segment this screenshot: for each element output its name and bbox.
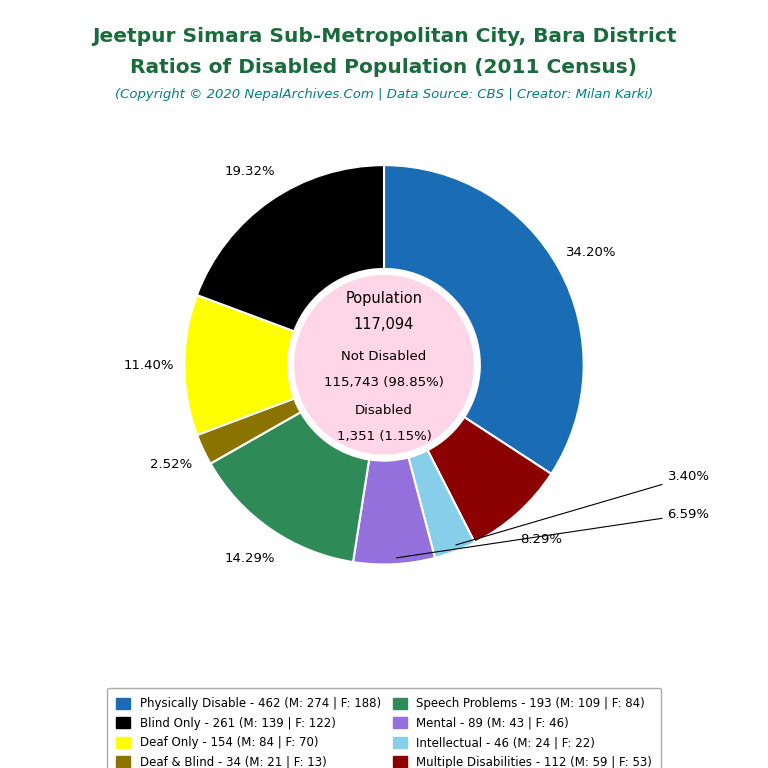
- Text: 11.40%: 11.40%: [123, 359, 174, 372]
- Text: Disabled: Disabled: [355, 404, 413, 417]
- Wedge shape: [384, 165, 584, 474]
- Text: Population: Population: [346, 291, 422, 306]
- Wedge shape: [197, 165, 384, 331]
- Wedge shape: [428, 417, 551, 543]
- Text: 14.29%: 14.29%: [225, 552, 275, 565]
- Wedge shape: [210, 412, 369, 562]
- Text: Ratios of Disabled Population (2011 Census): Ratios of Disabled Population (2011 Cens…: [131, 58, 637, 77]
- Text: 115,743 (98.85%): 115,743 (98.85%): [324, 376, 444, 389]
- Legend: Physically Disable - 462 (M: 274 | F: 188), Blind Only - 261 (M: 139 | F: 122), : Physically Disable - 462 (M: 274 | F: 18…: [107, 688, 661, 768]
- Wedge shape: [184, 295, 294, 435]
- Text: 2.52%: 2.52%: [150, 458, 192, 472]
- Text: 117,094: 117,094: [354, 317, 414, 333]
- Text: 1,351 (1.15%): 1,351 (1.15%): [336, 430, 432, 443]
- Text: (Copyright © 2020 NepalArchives.Com | Data Source: CBS | Creator: Milan Karki): (Copyright © 2020 NepalArchives.Com | Da…: [115, 88, 653, 101]
- Text: 19.32%: 19.32%: [224, 165, 275, 177]
- Text: 6.59%: 6.59%: [396, 508, 710, 558]
- Text: 8.29%: 8.29%: [521, 534, 563, 547]
- Text: Jeetpur Simara Sub-Metropolitan City, Bara District: Jeetpur Simara Sub-Metropolitan City, Ba…: [91, 27, 677, 46]
- Wedge shape: [353, 458, 435, 564]
- Text: Not Disabled: Not Disabled: [341, 350, 427, 363]
- Text: 34.20%: 34.20%: [566, 246, 617, 259]
- Circle shape: [294, 275, 474, 455]
- Wedge shape: [197, 399, 301, 464]
- Text: 3.40%: 3.40%: [456, 470, 710, 545]
- Wedge shape: [409, 450, 475, 558]
